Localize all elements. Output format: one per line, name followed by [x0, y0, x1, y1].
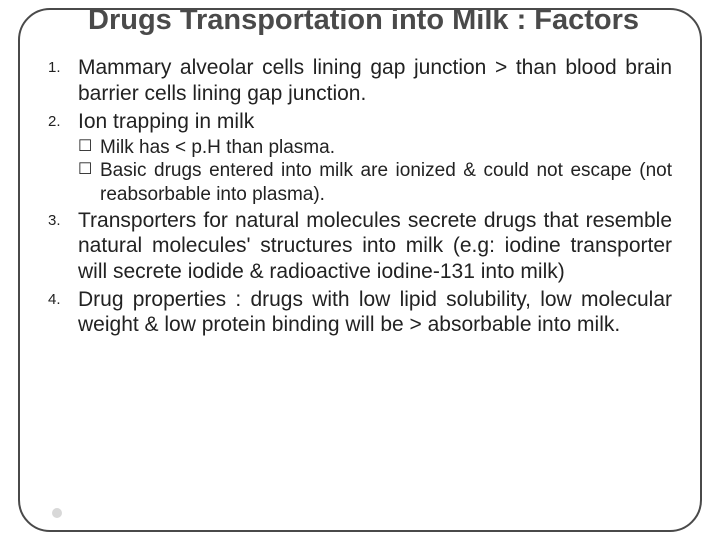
sub-item: Milk has < p.H than plasma. [78, 136, 672, 159]
slide-title: Drugs Transportation into Milk : Factors [88, 4, 700, 37]
list-item: Ion trapping in milk Milk has < p.H than… [48, 109, 672, 206]
slide-frame: Drugs Transportation into Milk : Factors… [18, 8, 702, 532]
item-text: Drug properties : drugs with low lipid s… [78, 288, 672, 337]
list-item: Mammary alveolar cells lining gap juncti… [48, 55, 672, 106]
list-item: Drug properties : drugs with low lipid s… [48, 287, 672, 338]
item-text: Ion trapping in milk [78, 110, 254, 133]
factors-list: Mammary alveolar cells lining gap juncti… [48, 55, 672, 337]
footer-dot [52, 508, 62, 518]
item-text: Mammary alveolar cells lining gap juncti… [78, 56, 672, 105]
slide-content: Mammary alveolar cells lining gap juncti… [20, 55, 700, 337]
sub-list: Milk has < p.H than plasma. Basic drugs … [78, 136, 672, 206]
sub-item: Basic drugs entered into milk are ionize… [78, 159, 672, 205]
list-item: Transporters for natural molecules secre… [48, 208, 672, 285]
item-text: Transporters for natural molecules secre… [78, 209, 672, 283]
